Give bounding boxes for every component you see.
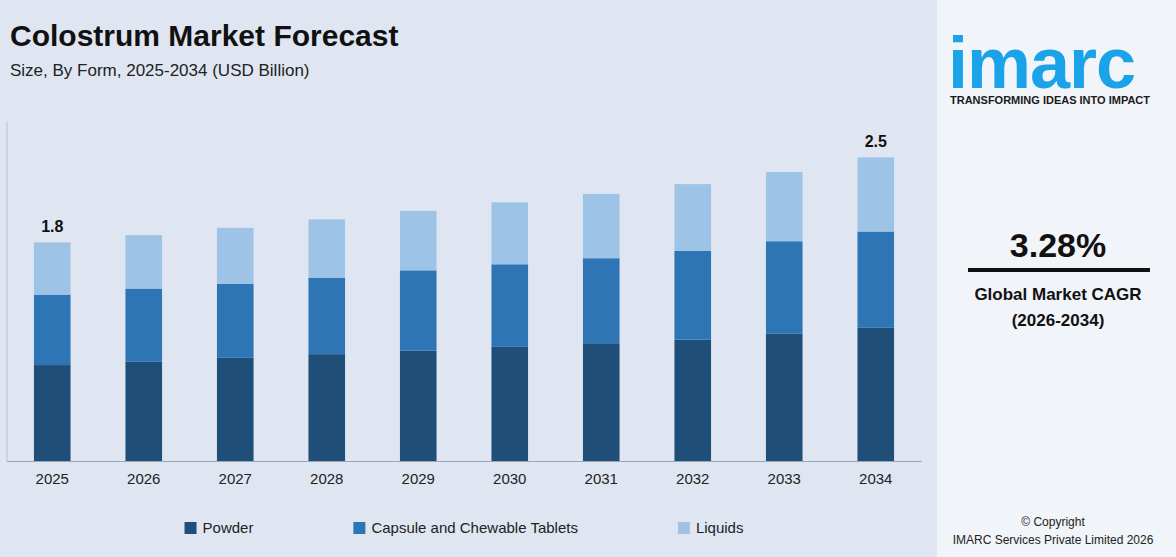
subtitle: Size, By Form, 2025-2034 (USD Billion): [10, 61, 310, 80]
bar: [766, 172, 803, 241]
legend-swatch: [185, 522, 197, 534]
bar: [857, 157, 894, 231]
legend-item: Liquids: [678, 519, 744, 536]
x-tick: 2034: [859, 461, 892, 487]
cagr-period: (2026-2034): [1012, 311, 1105, 330]
x-tick-label: 2033: [768, 470, 801, 487]
bar: [491, 347, 528, 461]
total-label: 1.8: [41, 218, 63, 235]
copyright: © Copyright: [1021, 515, 1085, 529]
bar: [34, 242, 71, 294]
x-tick-label: 2031: [585, 470, 618, 487]
bar: [857, 232, 894, 328]
x-tick: 2031: [585, 461, 618, 487]
bar: [125, 361, 162, 461]
bars: [34, 157, 894, 461]
x-tick-label: 2028: [310, 470, 343, 487]
bar: [400, 270, 437, 350]
bar: [583, 258, 620, 343]
bar: [34, 365, 71, 461]
bar: [125, 289, 162, 362]
bar: [217, 358, 254, 461]
legend-label: Capsule and Chewable Tablets: [371, 519, 578, 536]
bar: [583, 194, 620, 258]
bar: [766, 334, 803, 462]
legend-item: Capsule and Chewable Tablets: [353, 519, 578, 536]
bar: [857, 327, 894, 461]
cagr-rule: [968, 268, 1150, 272]
x-tick: 2029: [402, 461, 435, 487]
x-tick-label: 2030: [493, 470, 526, 487]
y-axis: [7, 122, 8, 462]
brand-tagline: TRANSFORMING IDEAS INTO IMPACT: [950, 94, 1150, 106]
legend: Powder Capsule and Chewable Tablets Liquid…: [185, 519, 744, 536]
x-tick: 2026: [127, 461, 160, 487]
legend-swatch: [678, 522, 690, 534]
bar: [674, 251, 711, 340]
x-tick: 2028: [310, 461, 343, 487]
cagr-value: 3.28%: [1010, 226, 1106, 264]
series-2: [34, 157, 894, 294]
x-tick-label: 2034: [859, 470, 892, 487]
x-tick-label: 2032: [676, 470, 709, 487]
x-axis-line: [7, 461, 922, 462]
series-1: [34, 232, 894, 366]
x-axis: 2025 2026 2027 2028 2029 2030 2031 2032 2033 2034: [7, 461, 922, 487]
legend-swatch: [353, 522, 365, 534]
bar: [491, 202, 528, 264]
x-tick-label: 2025: [36, 470, 69, 487]
x-tick-label: 2026: [127, 470, 160, 487]
bar: [125, 235, 162, 288]
x-tick: 2027: [219, 461, 252, 487]
total-labels: 1.8 2.5: [41, 133, 887, 235]
bar: [217, 228, 254, 284]
x-tick-label: 2029: [402, 470, 435, 487]
bar: [674, 340, 711, 461]
title: Colostrum Market Forecast: [10, 19, 398, 52]
bar: [217, 284, 254, 358]
legend-label: Liquids: [696, 519, 744, 536]
legend-label: Powder: [203, 519, 254, 536]
bar: [674, 184, 711, 251]
bar: [400, 351, 437, 462]
x-tick: 2032: [676, 461, 709, 487]
chart-svg: Colostrum Market Forecast Size, By Form, …: [0, 0, 1176, 557]
x-tick: 2025: [36, 461, 69, 487]
series-0: [34, 327, 894, 461]
total-label: 2.5: [865, 133, 887, 150]
bar: [308, 219, 345, 277]
side-panel-background: [937, 0, 1176, 557]
chart-background: [0, 0, 937, 557]
x-tick: 2033: [768, 461, 801, 487]
bar: [308, 278, 345, 355]
bar: [766, 241, 803, 333]
bar: [491, 264, 528, 347]
bar: [34, 295, 71, 365]
x-tick-label: 2027: [219, 470, 252, 487]
company: IMARC Services Private Limited 2026: [953, 533, 1154, 547]
cagr-label: Global Market CAGR: [974, 285, 1141, 304]
legend-item: Powder: [185, 519, 254, 536]
brand-logo: imarc: [948, 23, 1135, 103]
bar: [308, 354, 345, 461]
bar: [583, 343, 620, 461]
bar: [400, 211, 437, 271]
y-axis-line: [7, 122, 8, 462]
x-tick: 2030: [493, 461, 526, 487]
